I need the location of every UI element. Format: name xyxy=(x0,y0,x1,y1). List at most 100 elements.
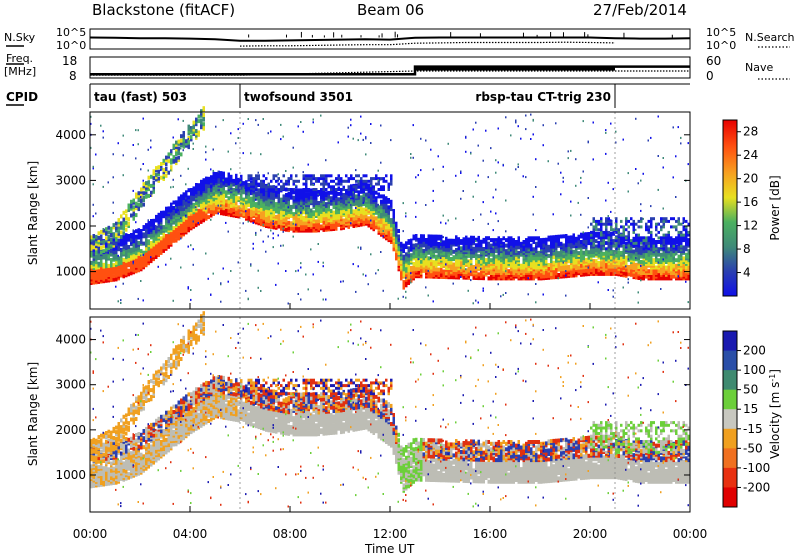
cell xyxy=(550,248,553,253)
cell xyxy=(390,218,393,223)
cell xyxy=(405,296,407,299)
cell xyxy=(517,166,519,168)
cell xyxy=(230,132,232,135)
cell xyxy=(215,125,217,128)
cell xyxy=(357,182,360,186)
cell xyxy=(375,182,378,186)
cell xyxy=(562,254,565,259)
cell xyxy=(617,247,620,251)
cell xyxy=(272,232,274,235)
cell xyxy=(480,239,483,244)
cell xyxy=(552,249,554,252)
cell xyxy=(417,270,420,275)
cell xyxy=(577,234,580,239)
cell xyxy=(172,178,174,181)
cell xyxy=(307,188,310,191)
cell xyxy=(592,225,595,229)
cell xyxy=(287,197,290,202)
cell xyxy=(472,246,475,251)
cell xyxy=(335,221,338,226)
cell xyxy=(275,185,278,190)
cell xyxy=(187,188,190,193)
cell xyxy=(262,210,265,215)
cell xyxy=(627,190,629,193)
cell xyxy=(187,287,189,290)
cell xyxy=(387,188,390,191)
freq-label-a: Freq. xyxy=(6,52,33,65)
cell xyxy=(317,201,320,205)
cell xyxy=(525,176,527,179)
cell xyxy=(535,229,537,232)
cell xyxy=(190,137,193,142)
cell xyxy=(410,242,413,247)
cell xyxy=(492,196,494,199)
cell xyxy=(455,242,458,247)
cell xyxy=(237,128,239,131)
cell xyxy=(132,212,135,217)
cell xyxy=(592,248,595,253)
cell xyxy=(525,128,527,131)
cell xyxy=(277,177,280,181)
cell xyxy=(145,243,148,248)
cell xyxy=(325,179,328,183)
cell xyxy=(410,272,412,275)
cell xyxy=(175,200,178,205)
cell xyxy=(480,243,483,248)
cell xyxy=(610,250,613,254)
cell xyxy=(445,258,448,263)
cell xyxy=(130,238,132,241)
cell xyxy=(590,239,593,243)
cell xyxy=(622,225,625,229)
cell xyxy=(222,177,225,181)
cell xyxy=(485,236,488,241)
cell xyxy=(417,237,420,242)
cell xyxy=(122,261,125,266)
cell xyxy=(200,199,203,204)
cell xyxy=(465,136,467,139)
cell xyxy=(197,183,200,188)
cell xyxy=(492,246,494,249)
cell xyxy=(265,177,268,181)
cell xyxy=(512,238,515,243)
cell xyxy=(442,251,445,256)
cell xyxy=(560,249,563,254)
cell xyxy=(620,236,623,241)
cell xyxy=(257,269,259,272)
cell xyxy=(550,235,553,240)
cell xyxy=(300,266,302,269)
cell xyxy=(132,144,134,146)
cell xyxy=(370,185,372,188)
cell xyxy=(422,267,425,272)
cell xyxy=(140,189,143,194)
cell xyxy=(220,204,222,207)
cell xyxy=(412,254,415,259)
cell xyxy=(150,256,152,259)
cell xyxy=(362,182,365,186)
cell xyxy=(187,215,190,220)
cell xyxy=(142,241,145,246)
cell xyxy=(140,229,143,233)
cell xyxy=(352,209,355,214)
cell xyxy=(115,235,118,240)
cell xyxy=(195,131,198,136)
cell xyxy=(492,229,494,232)
cell xyxy=(465,268,468,273)
cell xyxy=(170,202,173,207)
cell xyxy=(255,191,258,196)
cell xyxy=(602,251,605,256)
cell xyxy=(362,179,365,183)
cell xyxy=(280,219,283,224)
cell xyxy=(262,240,264,243)
cell xyxy=(482,237,485,242)
cell xyxy=(175,209,178,214)
cell xyxy=(607,236,610,240)
cell xyxy=(140,201,143,206)
cell xyxy=(517,236,520,241)
cell xyxy=(625,255,628,260)
cell xyxy=(372,216,375,221)
cell xyxy=(592,230,595,234)
cell xyxy=(322,179,325,183)
cell xyxy=(147,219,149,222)
cell xyxy=(187,124,190,129)
cell xyxy=(135,262,138,266)
